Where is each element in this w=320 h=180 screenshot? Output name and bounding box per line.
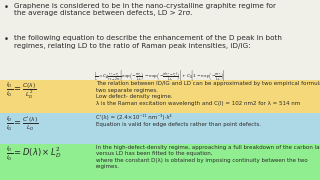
- Text: •: •: [4, 35, 9, 44]
- Text: $\frac{I_D}{I_G} = D(\lambda)\times L_D^2$: $\frac{I_D}{I_G} = D(\lambda)\times L_D^…: [6, 145, 62, 163]
- Text: $\frac{I_D}{I_G} = \frac{C'(\lambda)}{L_D}$: $\frac{I_D}{I_G} = \frac{C'(\lambda)}{L_…: [6, 114, 39, 133]
- Text: In the high-defect-density regime, approaching a full breakdown of the carbon la: In the high-defect-density regime, appro…: [96, 145, 320, 169]
- Text: Graphene is considered to be in the nano-crystalline graphite regime for
the ave: Graphene is considered to be in the nano…: [14, 3, 276, 16]
- Text: $\frac{I_D}{I_G} = \frac{C(\lambda)}{L_D^2}$: $\frac{I_D}{I_G} = \frac{C(\lambda)}{L_D…: [6, 81, 37, 101]
- Text: the following equation to describe the enhancement of the D peak in both
regimes: the following equation to describe the e…: [14, 35, 282, 49]
- FancyBboxPatch shape: [0, 113, 320, 144]
- Text: •: •: [4, 3, 9, 12]
- FancyBboxPatch shape: [0, 144, 320, 180]
- Text: The relation between ID/IG and LD can be approximated by two empirical formulas : The relation between ID/IG and LD can be…: [96, 81, 320, 105]
- FancyBboxPatch shape: [0, 80, 320, 113]
- Text: $\frac{I_S}{I_G} = C_A \frac{r_A^2 - r_S^2}{r_S^2 - 2r_S^2}\left[\exp\!\left(-\f: $\frac{I_S}{I_G} = C_A \frac{r_A^2 - r_S…: [94, 68, 226, 83]
- Text: C'(λ) = (2.4×10⁻¹¹ nm⁻³)·λ⁴
Equation is valid for edge defects rather than point: C'(λ) = (2.4×10⁻¹¹ nm⁻³)·λ⁴ Equation is …: [96, 114, 261, 127]
